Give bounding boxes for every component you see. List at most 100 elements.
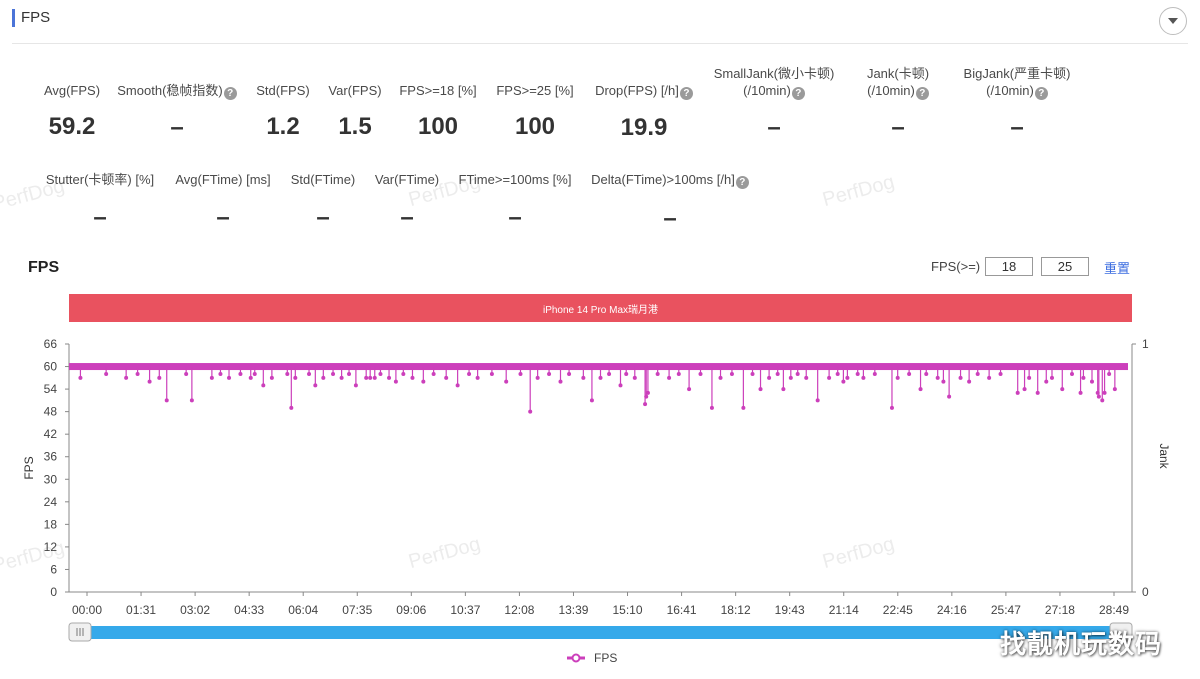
y-tick-label: 54 [44, 382, 58, 396]
fps-dip-point [184, 372, 189, 377]
help-icon[interactable]: ? [791, 87, 805, 100]
fps-dip-point [958, 375, 963, 380]
stat-value: 19.9 [620, 114, 668, 141]
stat-item: Var(FTime) – [317, 171, 497, 232]
stat-label-line2: Smooth(稳帧指数)? [87, 82, 267, 100]
fps-dip-point [589, 398, 594, 403]
section-accent-bar [12, 9, 15, 27]
chart-legend[interactable]: FPS [567, 651, 617, 665]
fps-dip-point [845, 375, 850, 380]
y-tick-label: 60 [44, 360, 58, 374]
fps-threshold-input-1[interactable] [985, 257, 1033, 276]
stat-label: Stutter(卡顿率) [%] [45, 172, 155, 187]
stat-label-line2: Var(FPS) [265, 82, 445, 99]
fps-dip-point [775, 372, 780, 377]
legend-marker-icon [571, 653, 581, 663]
x-tick-label: 10:37 [450, 603, 480, 617]
stat-label-line2: (/10min)? [927, 82, 1107, 100]
x-tick-label: 13:39 [558, 603, 588, 617]
stat-label: (/10min) [867, 83, 915, 98]
range-slider-left-handle[interactable] [68, 622, 92, 642]
reset-link[interactable]: 重置 [1104, 261, 1131, 276]
stat-label: Delta(FTime)>100ms [/h] [591, 172, 735, 187]
help-icon[interactable]: ? [223, 87, 237, 100]
fps-dip-point [872, 372, 877, 377]
fps-dip-point [289, 405, 294, 410]
fps-dip-point [581, 375, 586, 380]
fps-dip-point [528, 409, 533, 414]
stat-label-line2: Drop(FPS) [/h]? [554, 82, 734, 100]
x-tick-label: 24:16 [937, 603, 967, 617]
device-label: iPhone 14 Pro Max瑞月港 [542, 304, 659, 316]
range-slider-track[interactable] [69, 626, 1132, 639]
stat-label-line: Var(FTime) [317, 171, 497, 188]
watermark: PerfDog [820, 170, 897, 212]
fps-dip-point [518, 372, 523, 377]
help-icon[interactable]: ? [915, 87, 929, 100]
stat-label-line: Stutter(卡顿率) [%] [10, 171, 190, 188]
y2-tick-label: 1 [1142, 337, 1149, 351]
fps-dip-point [558, 379, 563, 384]
x-tick-label: 03:02 [180, 603, 210, 617]
fps-threshold-input-2[interactable] [1041, 257, 1089, 276]
fps-dip-point [975, 372, 980, 377]
x-tick-label: 27:18 [1045, 603, 1075, 617]
stat-label: Drop(FPS) [/h] [595, 83, 679, 98]
y-tick-label: 48 [44, 405, 58, 419]
fps-dip-point [1044, 379, 1049, 384]
help-icon[interactable]: ? [735, 176, 749, 189]
fps-dip-point [331, 372, 336, 377]
x-tick-label: 16:41 [667, 603, 697, 617]
fps-dip-point [815, 398, 820, 403]
fps-dip-point [758, 387, 763, 392]
fps-dip-point [655, 372, 660, 377]
fps-dip-point [372, 375, 377, 380]
fps-dip-point [321, 375, 326, 380]
stat-item: Jank(卡顿) (/10min)? – [808, 65, 988, 142]
stat-item: Delta(FTime)>100ms [/h]? – [580, 171, 760, 233]
collapse-button[interactable] [1159, 7, 1187, 35]
fps-dip-point [339, 375, 344, 380]
x-tick-label: 28:49 [1099, 603, 1129, 617]
stat-item: Std(FTime) – [233, 171, 413, 232]
x-tick-label: 06:04 [288, 603, 318, 617]
fps-dip-point [1015, 390, 1020, 395]
fps-dip-point [387, 375, 392, 380]
y-tick-label: 6 [50, 562, 57, 576]
stat-item: BigJank(严重卡顿) (/10min)? – [927, 65, 1107, 142]
fps-dip-point [835, 372, 840, 377]
fps-dip-point [767, 375, 772, 380]
stat-item: Avg(FTime) [ms] – [133, 171, 313, 232]
fps-dip-point [987, 375, 992, 380]
range-slider-right-handle[interactable] [1109, 622, 1133, 642]
fps-dip-point [209, 375, 214, 380]
stat-item: Smooth(稳帧指数)? – [87, 65, 267, 142]
x-tick-label: 04:33 [234, 603, 264, 617]
fps-dip-point [998, 372, 1003, 377]
help-icon[interactable]: ? [679, 87, 693, 100]
fps-dip-point [431, 372, 436, 377]
fps-dip-point [827, 375, 832, 380]
fps-dip-point [1102, 390, 1107, 395]
fps-dip-point [313, 383, 318, 388]
stat-value: 1.5 [338, 113, 372, 140]
x-tick-label: 12:08 [504, 603, 534, 617]
y2-tick-label: 0 [1142, 585, 1149, 599]
fps-dip-point [261, 383, 266, 388]
stat-item: FTime>=100ms [%] – [425, 171, 605, 232]
fps-dip-point [895, 375, 900, 380]
fps-dip-point [421, 379, 426, 384]
help-icon[interactable]: ? [1034, 87, 1048, 100]
fps-dip-point [889, 405, 894, 410]
stat-label: FTime>=100ms [%] [458, 172, 572, 187]
fps-dip-point [104, 372, 109, 377]
fps-dip-point [444, 375, 449, 380]
fps-dip-point [135, 372, 140, 377]
fps-dip-point [504, 379, 509, 384]
bottom-watermark: 找靓机玩数码 [1000, 629, 1163, 659]
stat-label-line1: SmallJank(微小卡顿) [713, 66, 835, 81]
x-tick-label: 25:47 [991, 603, 1021, 617]
fps-dip-point [364, 375, 369, 380]
stat-label: Avg(FPS) [43, 83, 101, 98]
stat-value: – [316, 204, 330, 231]
